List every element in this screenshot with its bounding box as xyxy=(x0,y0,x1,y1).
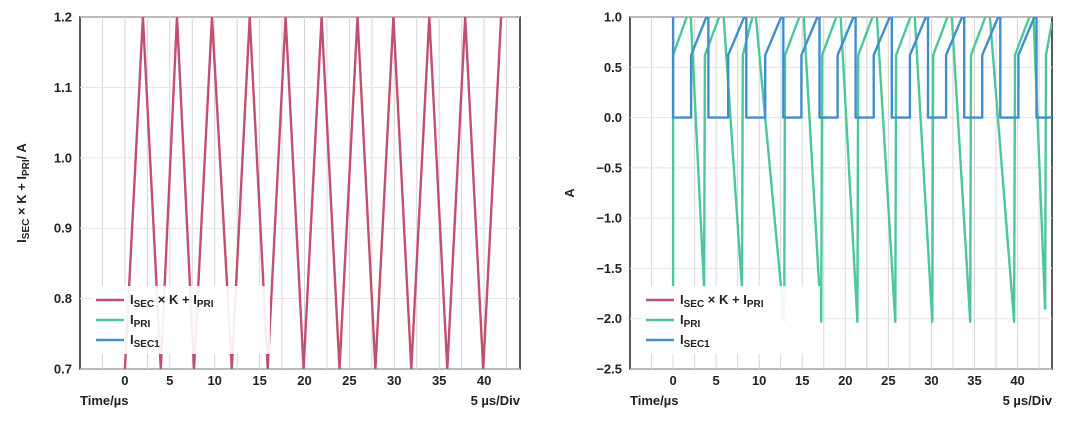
right-x-ticks: 0 5 10 15 20 25 30 35 40 xyxy=(669,373,1024,388)
left-x-axis-label: Time/µs xyxy=(80,393,128,408)
left-y-axis-label: ISEC × K + IPRI/ A xyxy=(14,143,32,243)
right-y-ticks: −2.5 −2.0 −1.5 −1.0 −0.5 0.0 0.5 1.0 xyxy=(596,10,622,377)
x-tick-label: 20 xyxy=(838,373,852,388)
y-tick-label: 1.0 xyxy=(54,150,72,165)
x-tick-label: 20 xyxy=(297,373,311,388)
y-tick-label: −2.0 xyxy=(596,311,622,326)
x-tick-label: 5 xyxy=(166,373,173,388)
x-tick-label: 10 xyxy=(752,373,766,388)
left-series xyxy=(123,17,503,369)
y-tick-label: −2.5 xyxy=(596,362,622,377)
x-tick-label: 0 xyxy=(121,373,128,388)
legend-label: ISEC1 xyxy=(680,332,710,350)
x-tick-label: 40 xyxy=(1010,373,1024,388)
x-tick-label: 15 xyxy=(795,373,809,388)
left-x-ticks: 0 5 10 15 20 25 30 35 40 xyxy=(121,373,491,388)
x-tick-label: 0 xyxy=(669,373,676,388)
x-tick-label: 40 xyxy=(477,373,491,388)
y-tick-label: 1.2 xyxy=(54,10,72,25)
y-tick-label: 1.0 xyxy=(604,10,622,25)
legend-label: IPRI xyxy=(680,312,701,330)
y-tick-label: 0.5 xyxy=(604,60,622,75)
legend-label: ISEC × K + IPRI xyxy=(680,292,764,310)
y-tick-label: 0.0 xyxy=(604,110,622,125)
x-tick-label: 30 xyxy=(924,373,938,388)
legend-label: ISEC × K + IPRI xyxy=(130,292,214,310)
chart-right: −2.5 −2.0 −1.5 −1.0 −0.5 0.0 0.5 1.0 0 5 10 15 20 25… xyxy=(562,10,1053,409)
x-tick-label: 35 xyxy=(432,373,446,388)
left-div-note: 5 µs/Div xyxy=(471,393,521,408)
left-legend: ISEC × K + IPRI IPRI ISEC1 xyxy=(92,286,270,354)
y-tick-label: −1.5 xyxy=(596,261,622,276)
series-line-i-sec1 xyxy=(671,17,1052,119)
right-y-axis-label: A xyxy=(562,188,577,198)
series-line-i-sec-k-i-pri xyxy=(123,17,503,369)
x-tick-label: 35 xyxy=(967,373,981,388)
y-tick-label: 1.1 xyxy=(54,80,72,95)
x-tick-label: 25 xyxy=(342,373,356,388)
right-div-note: 5 µs/Div xyxy=(1003,393,1053,408)
right-x-axis-label: Time/µs xyxy=(630,393,678,408)
left-y-ticks: 0.7 0.8 0.9 1.0 1.1 1.2 xyxy=(54,10,72,377)
right-series xyxy=(671,17,1052,323)
y-tick-label: 0.9 xyxy=(54,221,72,236)
x-tick-label: 10 xyxy=(207,373,221,388)
chart-left: 0.7 0.8 0.9 1.0 1.1 1.2 0 5 10 15 20 25 30 35 40 ISEC… xyxy=(14,10,521,409)
y-tick-label: 0.8 xyxy=(54,291,72,306)
y-tick-label: −1.0 xyxy=(596,211,622,226)
legend-label: ISEC1 xyxy=(130,332,160,350)
x-tick-label: 15 xyxy=(252,373,266,388)
x-tick-label: 30 xyxy=(387,373,401,388)
x-tick-label: 25 xyxy=(881,373,895,388)
y-tick-label: −0.5 xyxy=(596,160,622,175)
y-tick-label: 0.7 xyxy=(54,362,72,377)
legend-label: IPRI xyxy=(130,312,151,330)
x-tick-label: 5 xyxy=(713,373,720,388)
right-legend: ISEC × K + IPRI IPRI ISEC1 xyxy=(642,286,820,354)
